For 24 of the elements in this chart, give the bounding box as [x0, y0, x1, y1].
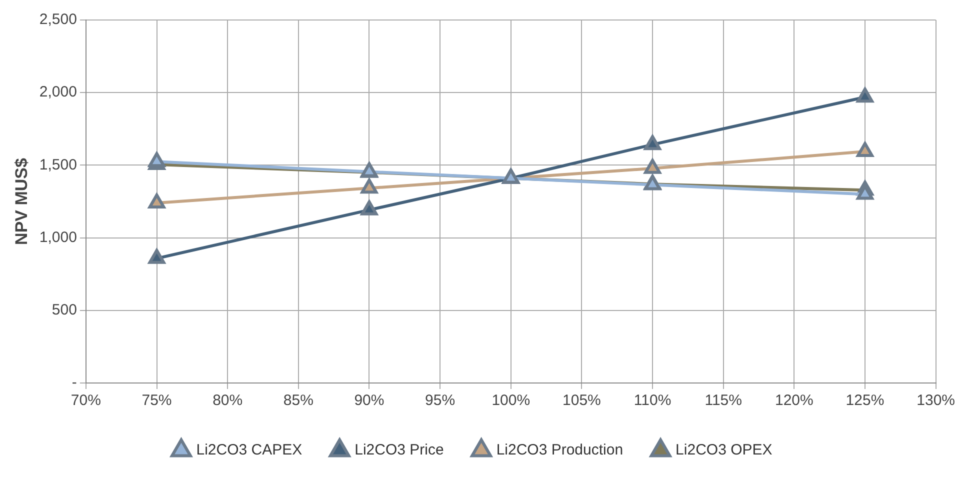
legend-label: Li2CO3 Production [496, 442, 624, 459]
x-tick-label: 100% [492, 392, 530, 410]
legend-label: Li2CO3 CAPEX [196, 442, 302, 459]
x-tick-label: 115% [704, 392, 742, 410]
y-tick-label: 2,000 [39, 84, 77, 101]
x-tick-label: 80% [212, 392, 243, 410]
y-tick-label: 1,000 [39, 228, 77, 246]
legend-label: Li2CO3 OPEX [676, 442, 772, 459]
y-axis-title: NPV MUS$ [12, 158, 31, 245]
y-tick-label: 500 [52, 302, 77, 319]
x-tick-label: 110% [634, 392, 672, 410]
x-tick-label: 75% [142, 392, 172, 410]
x-tick-label: 105% [562, 392, 601, 410]
x-tick-label: 125% [846, 392, 884, 410]
x-tick-label: 95% [425, 392, 456, 410]
y-tick-label: - [72, 374, 77, 392]
x-tick-label: 130% [916, 392, 956, 410]
y-tick-label: 1,500 [39, 156, 77, 174]
legend-label: Li2CO3 Price [354, 442, 444, 459]
x-tick-label: 70% [70, 392, 101, 410]
y-tick-label: 2,500 [39, 11, 77, 28]
x-tick-label: 120% [774, 392, 814, 410]
x-tick-label: 85% [283, 392, 314, 410]
x-tick-label: 90% [354, 392, 384, 410]
